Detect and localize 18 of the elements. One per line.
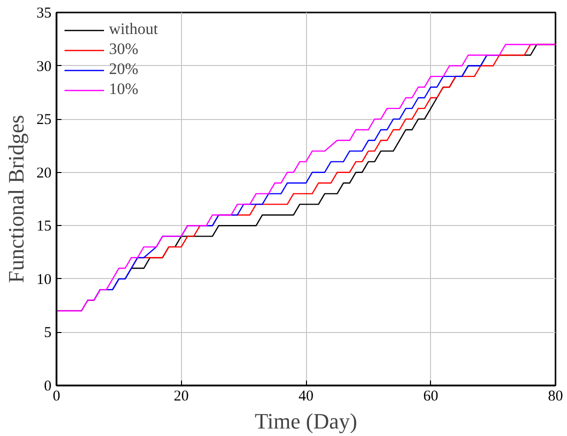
y-tick-label: 0 <box>44 378 52 394</box>
x-tick-label: 60 <box>423 388 438 404</box>
x-axis-title: Time (Day) <box>254 408 358 434</box>
x-tick-label: 40 <box>298 388 314 404</box>
legend-label: 30% <box>109 41 138 59</box>
y-tick-label: 30 <box>36 58 52 75</box>
y-tick-label: 15 <box>36 218 52 235</box>
x-tick-label: 80 <box>548 388 563 404</box>
legend-label: 10% <box>109 81 138 99</box>
x-tick-label: 20 <box>174 388 189 404</box>
y-tick-label: 10 <box>36 272 52 288</box>
y-tick-label: 25 <box>36 112 52 128</box>
y-axis-title: Functional Bridges <box>4 114 28 284</box>
legend-label: 20% <box>109 61 138 79</box>
y-tick-label: 5 <box>44 325 52 342</box>
legend-label: without <box>109 21 158 39</box>
y-tick-label: 20 <box>36 165 52 182</box>
y-tick-label: 35 <box>36 6 52 22</box>
